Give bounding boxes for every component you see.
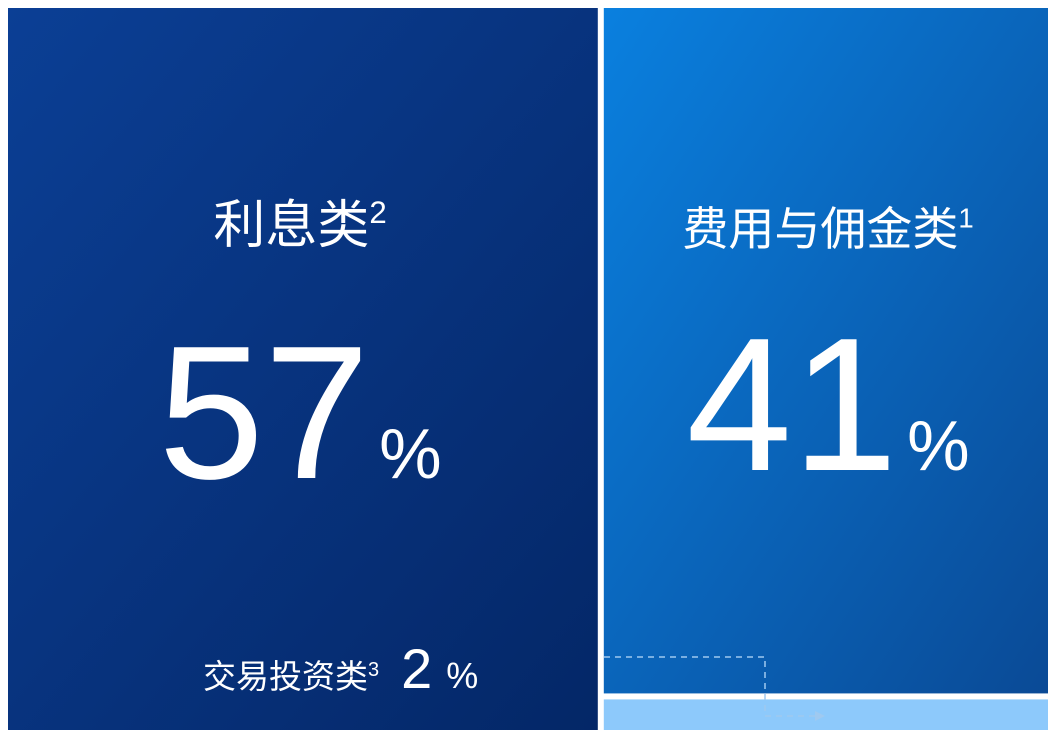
value: 2 [401,637,432,700]
value: 57 [158,307,369,519]
footnote-mark: 1 [958,203,973,234]
leader-line [604,656,815,717]
category-name: 交易投资类 [203,658,368,695]
category-label: 费用与佣金类1 [682,203,973,255]
footnote-mark: 2 [369,195,386,230]
category-label: 交易投资类3 2% [203,637,478,700]
category-label: 利息类2 [213,195,386,255]
category-name: 利息类 [213,197,369,255]
leader-arrow [815,711,825,721]
value-label: 41% [686,299,969,511]
value: 41 [686,299,897,511]
unit: % [379,414,442,493]
value-label: 57% [158,307,441,519]
treemap-cell [8,8,598,730]
unit: % [907,406,970,485]
footnote-mark: 3 [368,659,379,681]
treemap-cell [603,8,1048,694]
category-name: 费用与佣金类 [682,203,958,255]
treemap-cell [603,699,1048,730]
unit: % [446,655,478,696]
